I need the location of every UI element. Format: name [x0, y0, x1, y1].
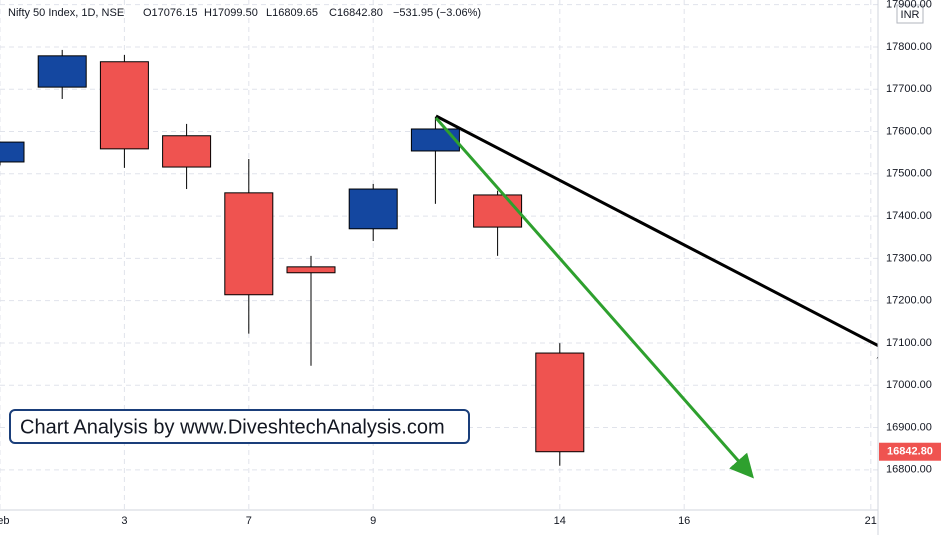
y-tick-label: 16800.00	[886, 464, 932, 476]
x-tick-label: 9	[370, 515, 376, 527]
y-tick-label: 17100.00	[886, 337, 932, 349]
last-price-box	[879, 442, 941, 461]
candle-body	[224, 192, 274, 296]
candle-body	[37, 55, 87, 88]
x-tick-label: 7	[246, 515, 252, 527]
x-tick-label: 21	[865, 515, 877, 527]
candle-body	[535, 352, 585, 453]
candle-body	[473, 194, 523, 228]
candle-body	[410, 128, 460, 152]
y-tick-label: 17800.00	[886, 41, 932, 53]
candle-body	[99, 61, 149, 150]
candle-body	[162, 135, 212, 168]
y-tick-label: 17700.00	[886, 83, 932, 95]
ohlc: C16842.80	[329, 7, 383, 19]
x-tick-label: 3	[121, 515, 127, 527]
header: Nifty 50 Index, 1D, NSE O17076.15 H17099…	[8, 7, 481, 19]
currency: INR	[901, 9, 920, 21]
y-tick-label: 17600.00	[886, 125, 932, 137]
candle-body	[348, 188, 398, 230]
currency-box	[896, 4, 924, 24]
y-tick-label: 17500.00	[886, 168, 932, 180]
x-tick-label: 14	[554, 515, 566, 527]
last-price-label: 16842.80	[887, 446, 933, 458]
change: −531.95 (−3.06%)	[393, 7, 481, 19]
y-tick-label: 17300.00	[886, 252, 932, 264]
symbol: Nifty 50 Index, 1D, NSE	[8, 7, 124, 19]
annotation-box	[9, 409, 470, 444]
y-tick-label: 17400.00	[886, 210, 932, 222]
x-tick-label: Feb	[0, 515, 9, 527]
ohlc: H17099.50	[204, 7, 258, 19]
annotation: Chart Analysis by www.DiveshtechAnalysis…	[20, 416, 445, 438]
ohlc: L16809.65	[266, 7, 318, 19]
y-tick-label: 17900.00	[886, 0, 932, 11]
x-tick-label: 16	[678, 515, 690, 527]
candle-body	[0, 141, 25, 163]
trend-line	[434, 117, 754, 479]
ohlc: O17076.15	[143, 7, 197, 19]
trend-line	[435, 114, 904, 359]
y-tick-label: 16900.00	[886, 421, 932, 433]
y-tick-label: 17000.00	[886, 379, 932, 391]
candles	[0, 49, 585, 466]
y-tick-label: 17200.00	[886, 295, 932, 307]
candle-body	[286, 266, 336, 274]
